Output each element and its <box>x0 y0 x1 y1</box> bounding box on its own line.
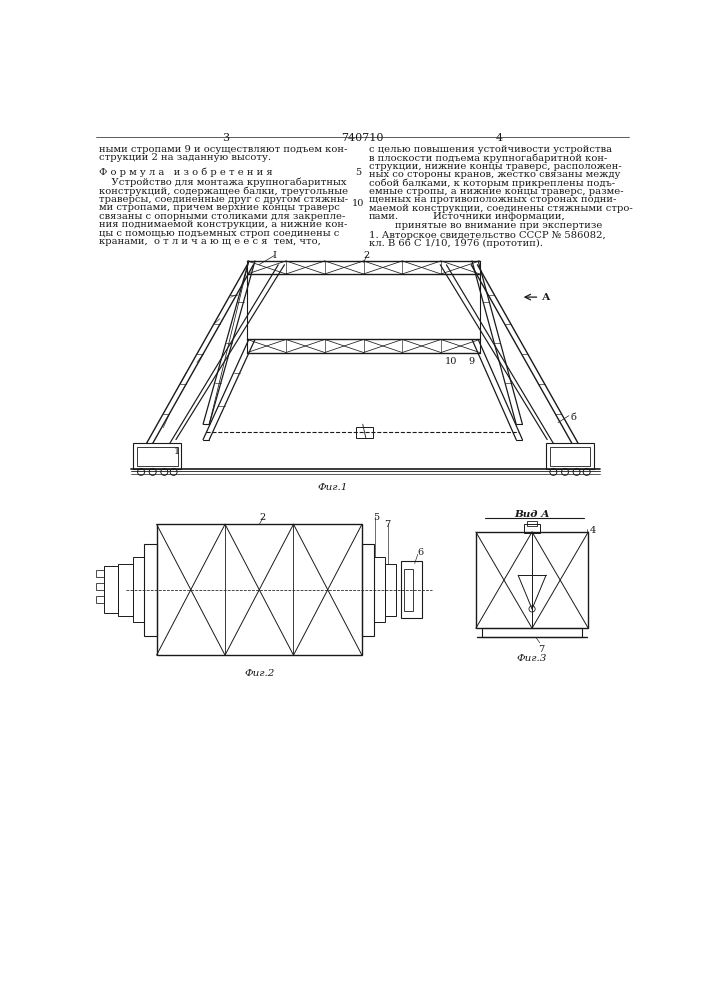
Bar <box>134 557 144 622</box>
Text: Устройство для монтажа крупногабаритных: Устройство для монтажа крупногабаритных <box>99 178 346 187</box>
Text: траверсы, соединенные друг с другом стяжны-: траверсы, соединенные друг с другом стяж… <box>99 195 349 204</box>
Text: пами.: пами. <box>369 212 399 221</box>
Text: б: б <box>571 413 576 422</box>
Bar <box>482 628 582 637</box>
Bar <box>401 561 422 618</box>
Text: ных со стороны кранов, жестко связаны между: ных со стороны кранов, жестко связаны ме… <box>369 170 620 179</box>
Bar <box>525 524 540 533</box>
Bar <box>137 447 177 466</box>
Text: 3: 3 <box>222 133 229 143</box>
Text: ния поднимаемой конструкции, а нижние кон-: ния поднимаемой конструкции, а нижние ко… <box>99 220 348 229</box>
Text: струкции, нижние концы траверс, расположен-: струкции, нижние концы траверс, располож… <box>369 162 621 171</box>
Text: ми стропами, причем верхние концы траверс: ми стропами, причем верхние концы травер… <box>99 203 340 212</box>
Bar <box>144 544 156 636</box>
Bar <box>134 443 182 469</box>
Text: собой балками, к которым прикреплены подъ-: собой балками, к которым прикреплены под… <box>369 179 615 188</box>
Bar <box>374 557 385 622</box>
Text: 2: 2 <box>363 251 370 260</box>
Text: I: I <box>273 251 277 260</box>
Text: 5: 5 <box>373 513 379 522</box>
Text: принятые во внимание при экспертизе: принятые во внимание при экспертизе <box>395 221 603 230</box>
Text: 1: 1 <box>174 447 180 456</box>
Text: 10: 10 <box>445 357 457 366</box>
Text: 7: 7 <box>538 645 544 654</box>
Text: емные стропы, а нижние концы траверс, разме-: емные стропы, а нижние концы траверс, ра… <box>369 187 624 196</box>
Text: А: А <box>542 293 550 302</box>
Text: 6: 6 <box>418 548 424 557</box>
Bar <box>156 524 362 655</box>
Text: Ф о р м у л а   и з о б р е т е н и я: Ф о р м у л а и з о б р е т е н и я <box>99 168 273 177</box>
Text: ными стропами 9 и осуществляют подъем кон-: ными стропами 9 и осуществляют подъем ко… <box>99 145 348 154</box>
Text: 7: 7 <box>384 520 390 529</box>
Text: 740710: 740710 <box>341 133 383 143</box>
Bar <box>527 521 537 526</box>
Text: Фиг.2: Фиг.2 <box>244 669 274 678</box>
Text: 4: 4 <box>590 526 596 535</box>
Text: 5: 5 <box>355 168 361 177</box>
Text: маемой конструкции, соединены стяжными стро-: маемой конструкции, соединены стяжными с… <box>369 204 633 213</box>
Text: 1. Авторское свидетельство СССР № 586082,: 1. Авторское свидетельство СССР № 586082… <box>369 231 606 240</box>
Text: 9: 9 <box>468 357 474 366</box>
Text: 4: 4 <box>496 133 503 143</box>
Text: Фиг.3: Фиг.3 <box>517 654 547 663</box>
Text: щенных на противоположных сторонах подни-: щенных на противоположных сторонах подни… <box>369 195 617 204</box>
Text: 2: 2 <box>259 513 266 522</box>
Text: кранами,  о т л и ч а ю щ е е с я  тем, что,: кранами, о т л и ч а ю щ е е с я тем, чт… <box>99 237 321 246</box>
Bar <box>96 583 104 590</box>
Text: с целью повышения устойчивости устройства: с целью повышения устойчивости устройств… <box>369 145 612 154</box>
Bar <box>404 569 413 611</box>
Bar <box>546 443 594 469</box>
Bar <box>96 596 104 603</box>
Bar <box>96 570 104 577</box>
Bar <box>104 566 118 613</box>
Bar <box>476 532 588 628</box>
Text: в плоскости подъема крупногабаритной кон-: в плоскости подъема крупногабаритной кон… <box>369 153 607 163</box>
Text: цы с помощью подъемных строп соединены с: цы с помощью подъемных строп соединены с <box>99 229 339 238</box>
Bar <box>356 427 373 438</box>
Bar <box>549 447 590 466</box>
Text: Фиг.1: Фиг.1 <box>317 483 348 492</box>
Text: Источники информации,: Источники информации, <box>433 212 565 221</box>
Text: Вид А: Вид А <box>514 510 550 519</box>
Text: кл. В 66 С 1/10, 1976 (прототип).: кл. В 66 С 1/10, 1976 (прототип). <box>369 239 543 248</box>
Text: струкции 2 на заданную высоту.: струкции 2 на заданную высоту. <box>99 153 271 162</box>
Bar <box>385 564 396 616</box>
Bar <box>118 564 134 616</box>
Text: 10: 10 <box>352 199 364 208</box>
Text: связаны с опорными столиками для закрепле-: связаны с опорными столиками для закрепл… <box>99 212 346 221</box>
Bar <box>362 544 374 636</box>
Text: конструкций, содержащее балки, треугольные: конструкций, содержащее балки, треугольн… <box>99 186 349 196</box>
